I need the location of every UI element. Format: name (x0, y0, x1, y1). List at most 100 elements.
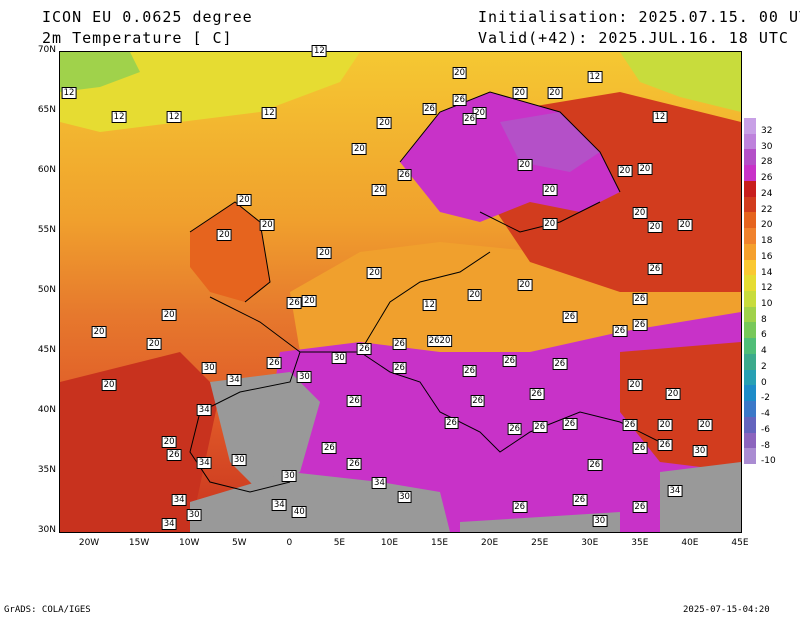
contour-label: 30 (692, 444, 708, 457)
colorbar-segment (744, 385, 756, 402)
colorbar-label: 30 (761, 141, 773, 152)
contour-label: 20 (697, 419, 713, 432)
colorbar-label: 24 (761, 188, 773, 199)
contour-label: 20 (547, 87, 563, 99)
contour-label: 34 (372, 477, 387, 489)
lon-label: 30E (581, 538, 599, 548)
contour-label: 26 (321, 442, 337, 455)
lat-label: 40N (37, 405, 56, 415)
colorbar-segment (744, 212, 756, 229)
colorbar-label: 18 (761, 236, 773, 247)
contour-label: 12 (311, 45, 327, 57)
contour-label: 26 (507, 423, 523, 435)
contour-label: 12 (587, 71, 603, 84)
lat-label: 50N (37, 285, 56, 295)
contour-label: 26 (397, 168, 412, 181)
contour-label: 26 (562, 418, 578, 431)
contour-label: 20 (637, 162, 653, 175)
contour-label: 20 (467, 288, 483, 301)
contour-label: 26 (622, 419, 638, 432)
contour-label: 34 (271, 498, 287, 511)
contour-label: 20 (216, 228, 232, 241)
colorbar-segment (744, 353, 756, 371)
contour-label: 20 (372, 184, 387, 197)
anatolia-warm (620, 342, 741, 472)
contour-label: 34 (161, 517, 177, 530)
contour-label: 20 (512, 87, 528, 99)
contour-label: 26 (587, 459, 603, 471)
colorbar-segment (744, 259, 756, 276)
contour-label: 26 (266, 357, 282, 369)
contour-label: 20 (101, 378, 117, 391)
contour-label: 30 (592, 515, 608, 528)
contour-label: 26 (357, 342, 372, 355)
footer-timestamp: 2025-07-15-04:20 (683, 605, 770, 615)
colorbar-segment (744, 196, 756, 213)
coastlines (189, 91, 661, 493)
lat-label: 70N (37, 45, 56, 55)
contour-label: 20 (367, 267, 382, 279)
contour-label: 34 (226, 373, 242, 386)
colorbar-label: 22 (761, 204, 773, 215)
temperature-map (59, 51, 742, 533)
lon-label: 5W (231, 538, 247, 548)
lon-label: 10W (179, 538, 200, 548)
colorbar-label: 14 (761, 267, 773, 278)
colorbar-label: 8 (761, 314, 767, 325)
contour-label: 20 (301, 294, 317, 307)
lon-label: 5E (333, 538, 346, 548)
contour-label: 26 (532, 420, 548, 433)
lon-label: 20E (481, 538, 499, 548)
contour-label: 20 (146, 337, 162, 350)
colorbar-segment (744, 369, 756, 386)
contour-label: 26 (632, 318, 648, 331)
contour-label: 12 (61, 87, 77, 99)
contour-label: 12 (422, 299, 437, 312)
colorbar-segment (744, 165, 756, 182)
contour-label: 20 (91, 325, 107, 338)
contour-label: 20 (517, 159, 533, 171)
contour-label: 26 (470, 395, 486, 408)
colorbar-segment (744, 416, 756, 434)
contour-label: 20 (161, 309, 177, 321)
contour-label: 30 (331, 352, 347, 365)
colorbar-label: 16 (761, 251, 773, 262)
contour-label: 26 (572, 493, 588, 506)
colorbar-segment (744, 180, 756, 198)
footer-credit: GrADS: COLA/IGES (4, 605, 91, 615)
contour-label: 30 (296, 371, 312, 384)
colorbar-label: -10 (761, 456, 776, 467)
colorbar-label: 10 (761, 299, 773, 309)
contour-label: 26 (347, 457, 362, 470)
contour-label: 26 (632, 442, 648, 455)
lon-label: 40E (681, 538, 699, 548)
lon-label: 15W (128, 538, 150, 548)
contour-label: 20 (632, 207, 648, 219)
contour-label: 30 (231, 454, 247, 467)
colorbar-label: -2 (761, 393, 770, 404)
contour-label: 20 (677, 219, 693, 231)
contour-label: 34 (171, 493, 187, 506)
contour-label: 20 (236, 193, 252, 206)
contour-label: 26 (562, 311, 578, 324)
colorbar (744, 118, 756, 465)
libya-egypt-hot (460, 512, 620, 532)
lon-label: 10E (380, 538, 399, 548)
colorbar-segment (744, 149, 756, 166)
contour-label: 20 (542, 217, 558, 230)
model-title: ICON EU 0.0625 degree (42, 8, 253, 26)
colorbar-label: 12 (761, 283, 773, 294)
middle-east-hot (660, 462, 741, 532)
colorbar-label: 0 (761, 377, 767, 388)
contour-label: 30 (397, 491, 412, 504)
colorbar-label: 6 (761, 330, 767, 341)
colorbar-segment (744, 243, 756, 261)
contour-label: 26 (286, 297, 302, 309)
contour-label: 34 (196, 456, 212, 469)
contour-label: 20 (627, 378, 643, 391)
colorbar-segment (744, 338, 756, 355)
colorbar-segment (744, 118, 756, 135)
contour-label: 20 (542, 184, 558, 197)
colorbar-label: -8 (761, 440, 770, 451)
lon-label: 15E (430, 538, 449, 548)
